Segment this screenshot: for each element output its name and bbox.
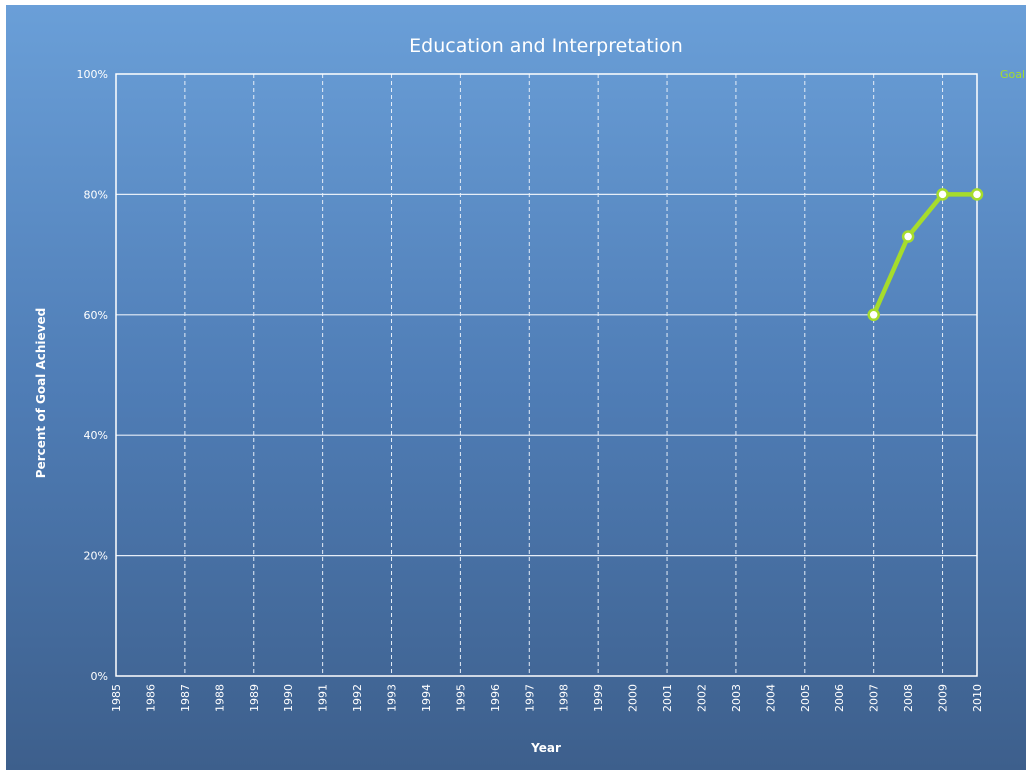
x-tick-label: 2001 — [661, 684, 674, 712]
series-layer — [867, 188, 984, 322]
x-tick-label: 1992 — [351, 684, 364, 712]
chart-background — [6, 5, 1026, 770]
y-axis-label: Percent of Goal Achieved — [34, 308, 48, 478]
data-point-goal — [970, 188, 984, 201]
y-tick-label: 40% — [84, 429, 108, 442]
x-axis-label: Year — [530, 741, 561, 755]
x-tick-label: 1995 — [454, 684, 467, 712]
x-tick-label: 1999 — [592, 684, 605, 712]
y-tick-label: 20% — [84, 550, 108, 563]
x-tick-label: 2002 — [695, 684, 708, 712]
y-tick-label: 0% — [91, 670, 108, 683]
x-tick-label: 2006 — [833, 684, 846, 712]
x-tick-label: 1997 — [523, 684, 536, 712]
x-tick-label: 1987 — [179, 684, 192, 712]
grid — [115, 73, 978, 677]
x-tick-label: 2004 — [764, 684, 777, 712]
series-line-goal — [871, 192, 980, 318]
x-tick-label: 1994 — [420, 684, 433, 712]
x-tick-label: 2005 — [799, 684, 812, 712]
x-tick-label: 1990 — [282, 684, 295, 712]
legend-entry-goal: Goal — [1000, 68, 1025, 81]
x-tick-label: 1996 — [489, 684, 502, 712]
data-point-goal — [867, 308, 880, 322]
x-tick-label: 2003 — [730, 684, 743, 712]
x-tick-label: 2000 — [627, 684, 640, 712]
x-tick-label: 1986 — [144, 684, 157, 712]
chart-title: Education and Interpretation — [409, 35, 683, 57]
x-tick-label: 1993 — [386, 684, 399, 712]
data-point-goal — [936, 188, 949, 201]
x-tick-label: 2010 — [971, 684, 984, 712]
x-tick-label: 2007 — [868, 684, 881, 712]
y-tick-label: 80% — [84, 188, 108, 201]
x-tick-label: 1989 — [248, 684, 261, 712]
x-tick-label: 1991 — [317, 684, 330, 712]
y-tick-label: 100% — [77, 68, 108, 81]
data-point-goal — [901, 230, 915, 243]
y-tick-label: 60% — [84, 309, 108, 322]
tick-labels: 0% 20% 40% 60% 80% 100% 1985 1986 1987 1988 1989 19… — [77, 68, 984, 712]
plot-border — [115, 73, 978, 677]
x-tick-label: 2009 — [937, 684, 950, 712]
x-tick-label: 1985 — [110, 684, 123, 712]
x-tick-label: 1988 — [213, 684, 226, 712]
x-tick-label: 1998 — [558, 684, 571, 712]
x-tick-label: 2008 — [902, 684, 915, 712]
